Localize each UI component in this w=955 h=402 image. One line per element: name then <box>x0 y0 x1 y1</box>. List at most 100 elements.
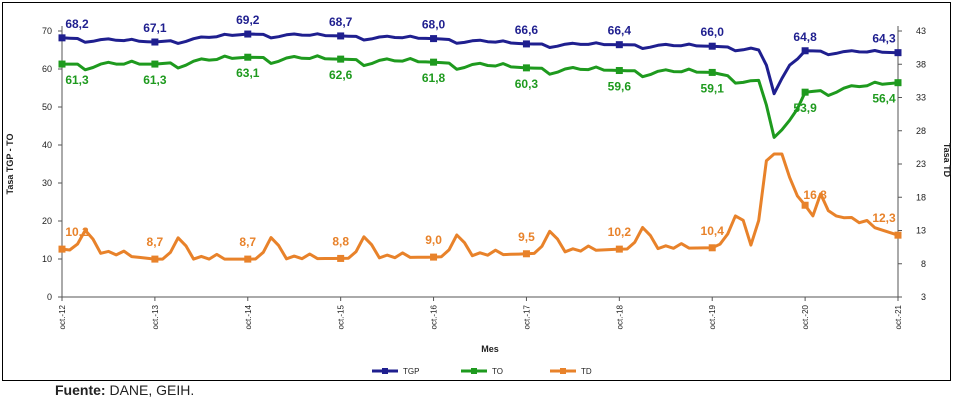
x-axis-title: Mes <box>481 344 499 354</box>
data-labels: 68,2 67,1 69,2 68,7 68,0 66,6 66,4 66,0 64,8 64,3… <box>65 13 896 249</box>
x-tick-label: oct.-14 <box>244 304 253 329</box>
right-tick-label: 8 <box>921 259 926 269</box>
x-tick-label: oct.-20 <box>801 304 810 329</box>
right-axis-title: Tasa TD <box>942 143 952 178</box>
marker-to <box>708 68 716 76</box>
chart-frame <box>2 2 951 381</box>
right-tick-label: 13 <box>916 226 926 236</box>
series-line-tgp <box>61 32 899 96</box>
marker-td <box>244 255 252 263</box>
marker-to <box>244 53 252 61</box>
data-label-td: 9,0 <box>425 233 442 247</box>
marker-to <box>58 60 66 68</box>
legend-label-tgp: TGP <box>403 367 419 376</box>
left-axis-title: Tasa TGP - TO <box>5 133 15 194</box>
data-label-tgp: 66,0 <box>701 25 725 39</box>
marker-to <box>430 58 438 66</box>
legend-label-to: TO <box>492 367 503 376</box>
marker-to <box>151 60 159 68</box>
marker-td <box>430 253 438 261</box>
data-label-td: 8,8 <box>332 234 349 248</box>
left-tick-label: 60 <box>42 64 52 74</box>
left-tick-label: 10 <box>42 254 52 264</box>
series-line-td <box>61 152 899 261</box>
data-label-tgp: 64,8 <box>793 30 817 44</box>
marker-td <box>58 245 66 253</box>
source-text: DANE, GEIH. <box>105 382 195 398</box>
data-label-tgp: 68,7 <box>329 15 353 29</box>
marker-tgp <box>337 32 345 40</box>
marker-tgp <box>894 49 902 57</box>
marker-tgp <box>615 41 623 49</box>
data-label-to: 59,1 <box>701 81 725 95</box>
data-label-td: 8,7 <box>239 235 256 249</box>
legend: TGP TO TD <box>372 367 592 376</box>
legend-marker-td <box>560 368 566 374</box>
marker-tgp <box>151 38 159 46</box>
left-tick-label: 40 <box>42 140 52 150</box>
data-label-tgp: 66,4 <box>608 24 632 38</box>
data-label-td: 8,7 <box>147 235 164 249</box>
x-tick-label: oct.-15 <box>337 304 346 329</box>
data-label-tgp: 66,6 <box>515 23 539 37</box>
x-tick-label: oct.-19 <box>708 304 717 329</box>
x-tick-label: oct.-12 <box>58 304 67 329</box>
right-tick-label: 23 <box>916 159 926 169</box>
marker-td <box>337 254 345 262</box>
data-label-tgp: 67,1 <box>143 21 167 35</box>
series-markers <box>58 30 902 263</box>
marker-td <box>708 244 716 252</box>
x-tick-label: oct.-16 <box>430 304 439 329</box>
left-tick-label: 70 <box>42 26 52 36</box>
marker-td <box>615 245 623 253</box>
left-tick-label: 50 <box>42 102 52 112</box>
marker-to <box>615 67 623 75</box>
data-label-to: 60,3 <box>515 77 539 91</box>
right-tick-label: 28 <box>916 126 926 136</box>
marker-to <box>801 88 809 96</box>
source-label: Fuente: <box>55 382 106 398</box>
data-label-to: 61,3 <box>65 73 89 87</box>
right-tick-label: 18 <box>916 192 926 202</box>
data-label-to: 56,4 <box>872 92 896 106</box>
marker-td <box>151 255 159 263</box>
right-tick-label: 33 <box>916 93 926 103</box>
data-label-tgp: 69,2 <box>236 13 260 27</box>
data-label-td: 12,3 <box>872 211 896 225</box>
series-line-to <box>62 54 899 139</box>
data-label-to: 63,1 <box>236 66 260 80</box>
data-label-td: 10,2 <box>65 225 89 239</box>
data-label-to: 61,8 <box>422 71 446 85</box>
marker-to <box>522 64 530 72</box>
source-note: Fuente: DANE, GEIH. <box>55 382 194 398</box>
marker-td <box>522 250 530 258</box>
marker-td <box>894 231 902 239</box>
marker-tgp <box>801 47 809 55</box>
left-tick-label: 20 <box>42 216 52 226</box>
data-label-td: 9,5 <box>518 230 535 244</box>
right-tick-label: 3 <box>921 292 926 302</box>
data-label-td: 10,2 <box>608 225 632 239</box>
x-tick-label: oct.-18 <box>615 304 624 329</box>
data-label-tgp: 64,3 <box>872 32 896 46</box>
marker-tgp <box>522 40 530 48</box>
data-label-tgp: 68,2 <box>65 17 89 31</box>
data-label-to: 62,6 <box>329 68 353 82</box>
x-tick-label: oct.-13 <box>151 304 160 329</box>
marker-td <box>801 201 809 209</box>
data-label-to: 61,3 <box>143 73 167 87</box>
data-label-to: 59,6 <box>608 80 632 94</box>
right-tick-label: 38 <box>916 59 926 69</box>
data-label-td: 16,8 <box>803 188 827 202</box>
marker-tgp <box>244 30 252 38</box>
left-tick-label: 30 <box>42 178 52 188</box>
legend-marker-to <box>471 368 477 374</box>
series-lines <box>61 32 899 261</box>
data-label-to: 53,9 <box>793 101 817 115</box>
data-label-tgp: 68,0 <box>422 18 446 32</box>
right-tick-label: 43 <box>916 26 926 36</box>
marker-to <box>337 55 345 63</box>
data-label-td: 10,4 <box>701 224 725 238</box>
legend-label-td: TD <box>581 367 592 376</box>
